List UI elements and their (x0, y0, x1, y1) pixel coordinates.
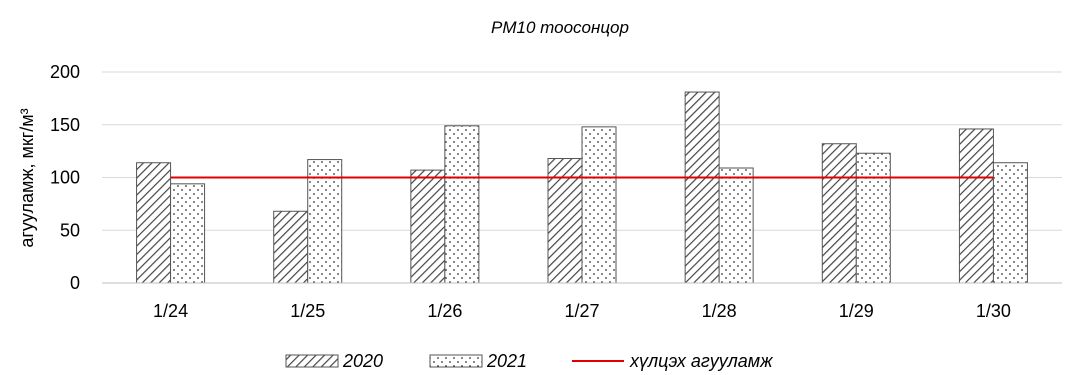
x-tick-label: 1/27 (564, 301, 599, 321)
bar-2020-1/28 (684, 91, 720, 284)
x-tick-label: 1/28 (702, 301, 737, 321)
x-tick-label: 1/25 (290, 301, 325, 321)
legend-label-2021: 2021 (486, 351, 527, 371)
bar-2021-1/25 (307, 159, 343, 284)
bar-2021-1/28 (718, 167, 754, 284)
bar-2020-1/24 (136, 162, 172, 284)
bar-2021-1/29 (855, 152, 891, 284)
legend-swatch-2021 (429, 354, 483, 368)
y-tick-label: 0 (70, 273, 80, 293)
y-axis-label: агууламж, мкг/м³ (17, 108, 37, 247)
y-tick-label: 100 (50, 168, 80, 188)
y-tick-label: 50 (60, 220, 80, 240)
legend: 2020 2021 хүлцэх агууламж (285, 351, 774, 371)
x-tick-label: 1/24 (153, 301, 188, 321)
legend-label-2020: 2020 (342, 351, 383, 371)
bar-2020-1/30 (958, 128, 994, 284)
x-tick-label: 1/30 (976, 301, 1011, 321)
bars (136, 91, 1028, 284)
bar-2021-1/24 (170, 183, 206, 284)
bar-2020-1/25 (273, 210, 309, 284)
y-tick-label: 150 (50, 115, 80, 135)
legend-swatch-2020 (285, 354, 339, 368)
y-axis-ticks: 0 50 100 150 200 (50, 62, 80, 293)
y-tick-label: 200 (50, 62, 80, 82)
x-tick-label: 1/29 (839, 301, 874, 321)
x-axis-ticks: 1/24 1/25 1/26 1/27 1/28 1/29 1/30 (153, 301, 1011, 321)
bar-2021-1/27 (581, 126, 617, 284)
bar-2021-1/26 (444, 125, 480, 284)
bar-2020-1/29 (821, 143, 857, 284)
chart-title: PM10 тоосонцор (491, 18, 629, 37)
x-tick-label: 1/26 (427, 301, 462, 321)
bar-2021-1/30 (992, 162, 1028, 284)
bar-2020-1/26 (410, 169, 446, 284)
legend-label-reference: хүлцэх агууламж (629, 351, 774, 371)
